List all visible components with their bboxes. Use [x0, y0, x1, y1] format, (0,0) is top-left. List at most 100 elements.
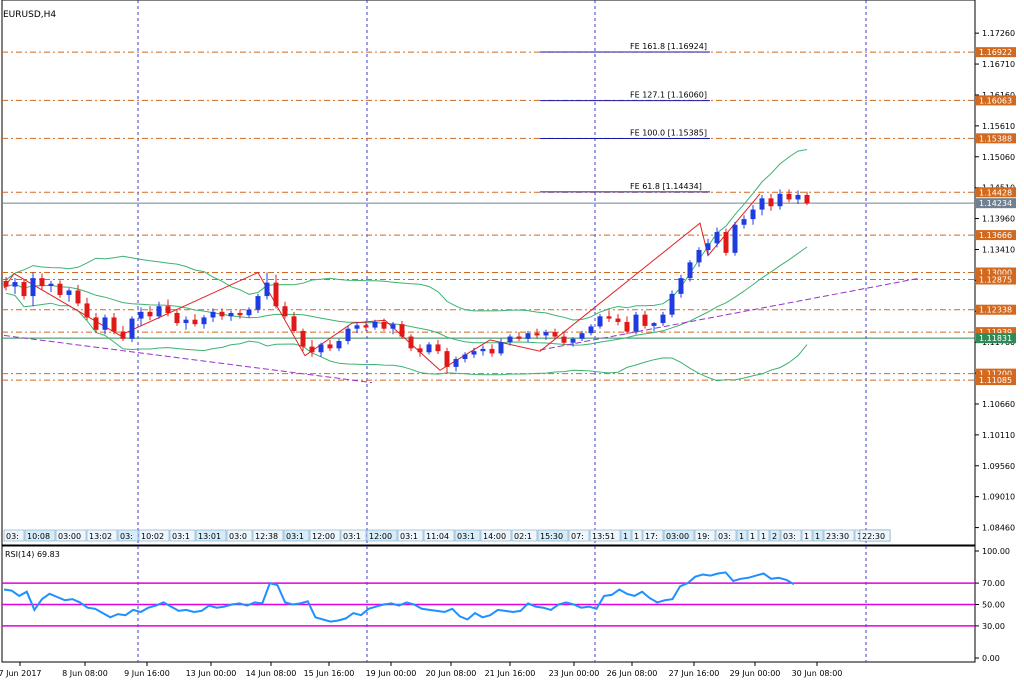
y-tick-label: 1.09010: [982, 493, 1015, 502]
price-tag-box: [976, 230, 1016, 241]
candle-bear: [147, 311, 153, 317]
candle-bull: [390, 324, 396, 329]
x-tick-label: 13 Jun 00:00: [186, 669, 237, 678]
price-tag-box: [976, 95, 1016, 106]
time-label-box: [758, 529, 770, 542]
candle-bull: [651, 323, 657, 326]
time-label-box: [117, 529, 139, 542]
time-label-box: [589, 529, 621, 542]
candle-bear: [21, 282, 27, 297]
time-label-box: [511, 529, 538, 542]
time-label-box: [340, 529, 367, 542]
candle-bear: [3, 280, 9, 287]
candle-bull: [588, 326, 594, 334]
time-label-box: [812, 529, 824, 542]
candle-bear: [552, 332, 558, 337]
x-tick-label: 26 Jun 08:00: [607, 669, 658, 678]
time-label-text: 03:: [6, 532, 19, 541]
candle-bear: [39, 278, 45, 286]
candle-bear: [327, 344, 333, 349]
candle-bear: [642, 314, 648, 326]
time-label-text: 03:1: [172, 532, 190, 541]
trendline-rising: [539, 277, 921, 351]
price-tag-box: [976, 274, 1016, 285]
candle-bear: [381, 321, 387, 329]
time-label-text: 13:02: [89, 532, 112, 541]
time-label-box: [694, 529, 716, 542]
rsi-tick-label: 30.00: [982, 622, 1005, 631]
candle-bull: [129, 318, 135, 339]
fibo-label: FE 100.0 [1.15385]: [630, 128, 707, 137]
x-tick-label: 8 Jun 08:00: [62, 669, 108, 678]
time-label-text: 23:30: [826, 532, 849, 541]
candle-bull: [543, 332, 549, 336]
time-label-text: 1: [623, 532, 628, 541]
time-label-box: [366, 529, 398, 542]
candle-bull: [570, 338, 576, 343]
candle-bear: [174, 312, 180, 324]
time-label-text: 03:1: [400, 532, 418, 541]
price-tag-box: [976, 327, 1016, 338]
time-label-box: [823, 529, 855, 542]
price-tag-label: 1.12338: [979, 306, 1012, 315]
time-label-box: [537, 529, 569, 542]
candle-bear: [192, 319, 198, 325]
y-tick-label: 1.16710: [982, 60, 1015, 69]
time-label-box: [169, 529, 196, 542]
fibo-label: FE 127.1 [1.16060]: [630, 91, 707, 100]
time-label-box: [283, 529, 310, 542]
candle-bear: [363, 325, 369, 328]
x-tick-label: 14 Jun 08:00: [246, 669, 297, 678]
candle-bull: [453, 359, 459, 367]
candle-bull: [750, 209, 756, 220]
time-label-text: 02:1: [514, 532, 532, 541]
candle-bull: [669, 293, 675, 315]
symbol-label: EURUSD,H4: [3, 10, 57, 20]
time-label-text: 1: [815, 532, 820, 541]
candle-bull: [705, 243, 711, 251]
candle-bear: [111, 317, 117, 332]
time-label-box: [86, 529, 118, 542]
time-label-text: 19:: [697, 532, 710, 541]
time-label-box: [3, 529, 25, 542]
price-tag-label: 1.14234: [979, 199, 1012, 208]
candle-bull: [210, 311, 216, 318]
time-label-box: [480, 529, 512, 542]
x-tick-label: 29 Jun 00:00: [730, 669, 781, 678]
candle-bear: [300, 330, 306, 347]
candle-bear: [444, 351, 450, 367]
candle-bull: [228, 312, 234, 317]
candle-bull: [597, 316, 603, 327]
time-label-box: [423, 529, 455, 542]
candle-bear: [282, 306, 288, 317]
price-tag-label: 1.14428: [979, 188, 1012, 197]
time-label-text: 12:38: [255, 532, 278, 541]
candle-bull: [795, 194, 801, 200]
time-label-text: 03:0: [229, 532, 247, 541]
time-label-text: 1: [804, 532, 809, 541]
candle-bull: [741, 219, 747, 225]
candle-bear: [624, 321, 630, 332]
price-tag-label: 1.13666: [979, 231, 1012, 240]
candle-bull: [759, 198, 765, 210]
time-label-box: [715, 529, 737, 542]
candle-bear: [435, 344, 441, 352]
trendline-lower: [3, 334, 373, 384]
time-label-box: [769, 529, 781, 542]
candle-bear: [237, 312, 243, 316]
time-label-text: 03:1: [286, 532, 304, 541]
price-tag-box: [976, 198, 1016, 209]
price-tag-box: [976, 333, 1016, 344]
price-tag-label: 1.16922: [979, 48, 1012, 57]
price-tag-box: [976, 304, 1016, 315]
fibo-label: FE 61.8 [1.14434]: [630, 182, 702, 191]
price-tag-label: 1.11831: [979, 334, 1012, 343]
time-label-text: 22:30: [862, 532, 885, 541]
time-label-box: [801, 529, 813, 542]
time-label-box: [663, 529, 695, 542]
time-label-text: 03:: [783, 532, 796, 541]
time-label-text: 12:00: [312, 532, 335, 541]
price-tag-label: 1.12875: [979, 276, 1012, 285]
rsi-title: RSI(14) 69.83: [5, 550, 60, 559]
